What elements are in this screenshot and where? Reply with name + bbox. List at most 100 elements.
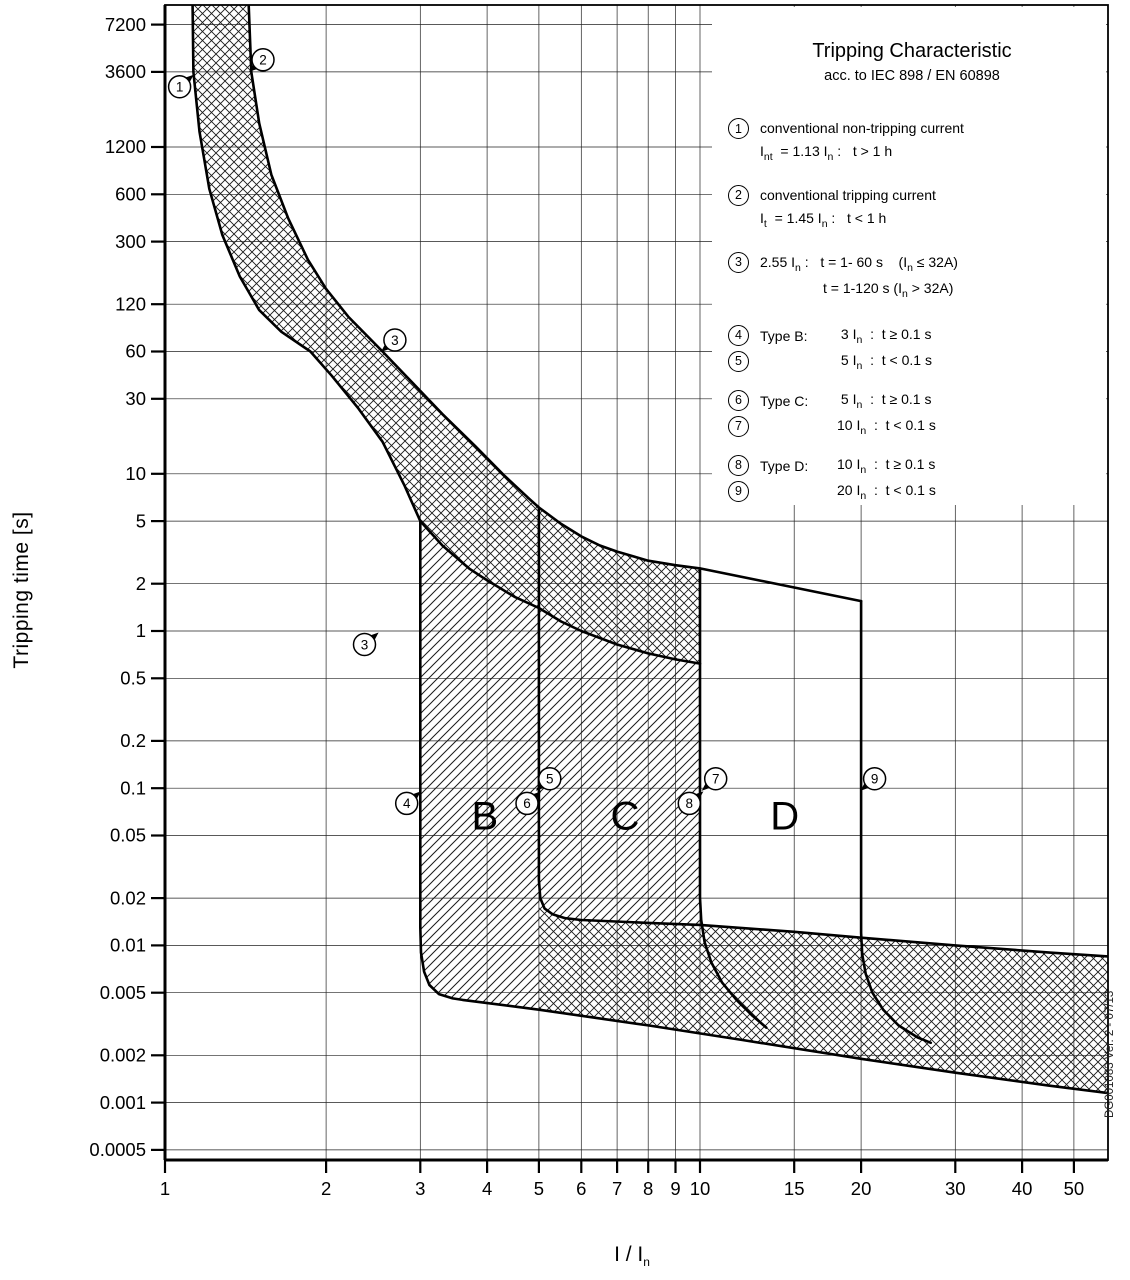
region-label-B: B [471,795,498,839]
legend-item-2: 2 conventional tripping current It = 1.45 … [728,184,1096,230]
legend-item-3: 3 2.55 In : t = 1- 60 s (In ≤ 32A) t = 1-1… [728,251,1096,301]
x-tick-label: 40 [1012,1178,1033,1199]
x-tick-label: 6 [576,1178,586,1199]
y-tick-label: 0.01 [110,935,146,956]
curve-min-trip-time [191,5,702,665]
x-tick-label: 50 [1064,1178,1085,1199]
legend-number-badge: 6 [728,389,749,411]
legend-item-formula: Int = 1.13 In : t > 1 h [760,143,893,163]
marker-number: 2 [259,53,267,68]
y-axis-title: Tripping time [s] [10,511,33,669]
x-tick-label: 7 [612,1178,622,1199]
x-tick-label: 10 [690,1178,711,1199]
x-tick-label: 20 [851,1178,872,1199]
marker-number: 1 [176,80,184,95]
y-tick-label: 300 [115,231,146,252]
marker-number: 3 [361,637,369,652]
marker-1: 1 [167,74,194,99]
legend-number-badge: 9 [728,480,749,502]
y-tick-labels: 7200 3600 1200 600 300 120 60 30 10 5 2 1 0.5 0.2 0.1 0… [89,14,165,1160]
legend-item-formula-2: t = 1-120 s (In > 32A) [823,280,954,301]
y-tick-label: 0.0005 [89,1139,146,1160]
y-tick-label: 30 [125,388,146,409]
chart-title: Tripping Characteristic [812,40,1012,62]
y-tick-label: 1 [136,620,146,641]
marker-circle [538,766,562,791]
curve-max-trip-time [247,5,863,603]
marker-circle [251,48,275,72]
x-tick-label: 15 [784,1178,805,1199]
marker-number: 4 [403,796,411,811]
legend-item-formula: 3 In : t ≥ 0.1 s [837,326,932,347]
x-tick-label: 2 [321,1178,331,1199]
fill-region-c [538,608,700,925]
y-tick-label: 3600 [105,61,146,82]
legend-item-description: conventional non-tripping current [760,120,964,136]
legend: Tripping Characteristic acc. to IEC 898 … [728,40,1096,504]
x-tick-label: 8 [643,1178,653,1199]
marker-circle [383,328,407,352]
legend-item-5: 5 5 In : t < 0.1 s [728,350,1096,374]
marker-circle [862,766,887,791]
marker-circle [677,791,702,816]
fill-thermal-band [192,5,700,664]
marker-7: 7 [701,766,728,791]
legend-item-8: 8 Type D: 10 In : t ≥ 0.1 s [728,454,1096,478]
x-axis-title-text: I / I [614,1243,644,1266]
legend-number-badge: 5 [728,350,749,372]
y-tick-label: 0.1 [120,777,146,798]
marker-number: 7 [712,772,720,787]
y-tick-label: 600 [115,184,146,205]
x-tick-label: 30 [945,1178,966,1199]
legend-item-7: 7 10 In : t < 0.1 s [728,415,1096,439]
document-id-watermark: DG001083 Ver. 2 - 07/13 [1104,990,1116,1118]
marker-2: 2 [249,48,275,72]
legend-number-badge: 2 [728,184,749,206]
marker-number: 6 [523,796,531,811]
marker-3: 3 [380,328,407,352]
legend-item-formula: 2.55 In : t = 1- 60 s (In ≤ 32A) [760,253,958,274]
curve-type-b-limit [419,519,1108,1095]
y-tick-label: 60 [125,341,146,362]
legend-items: 1 conventional non-tripping current Int = … [728,118,1096,504]
legend-number-badge: 4 [728,324,749,346]
legend-item-formula: 5 In : t ≥ 0.1 s [837,391,932,412]
x-axis-title-subscript: n [643,1255,650,1270]
marker-4: 4 [394,791,421,816]
legend-number-badge: 7 [728,415,749,437]
curve-type-d-right [859,599,933,1045]
y-tick-label: 10 [125,463,146,484]
y-tick-label: 0.005 [100,982,146,1003]
legend-item-9: 9 20 In : t < 0.1 s [728,480,1096,504]
marker-8: 8 [677,791,704,816]
marker-3: 3 [352,632,379,657]
marker-number: 8 [686,796,694,811]
y-tick-label: 120 [115,293,146,314]
y-tick-label: 0.001 [100,1092,146,1113]
x-tick-label: 5 [534,1178,544,1199]
legend-number-badge: 8 [728,454,749,476]
curve-type-c-limit [537,506,1108,958]
fill-region-b [420,521,539,1010]
marker-circle [515,791,539,816]
y-tick-label: 0.02 [110,887,146,908]
marker-circle [352,632,377,657]
y-tick-label: 5 [136,510,146,531]
legend-type-label: Type C: [760,393,809,410]
y-tick-label: 0.5 [120,668,146,689]
region-label-C: C [611,795,640,839]
legend-item-description: conventional tripping current [760,186,936,203]
x-tick-label: 3 [415,1178,425,1199]
marker-circle [394,791,419,816]
y-tick-label: 0.002 [100,1045,146,1066]
y-tick-label: 0.2 [120,730,146,751]
legend-item-formula: 10 In : t ≥ 0.1 s [837,456,936,477]
x-tick-label: 1 [160,1178,170,1199]
legend-item-formula: 20 In : t < 0.1 s [837,482,936,503]
x-axis-title: I / In [562,1243,702,1269]
region-label-D: D [770,795,799,839]
marker-5: 5 [535,766,562,791]
x-tick-labels: 1 2 3 4 5 6 7 8 9 10 15 20 30 40 50 [160,1160,1084,1199]
